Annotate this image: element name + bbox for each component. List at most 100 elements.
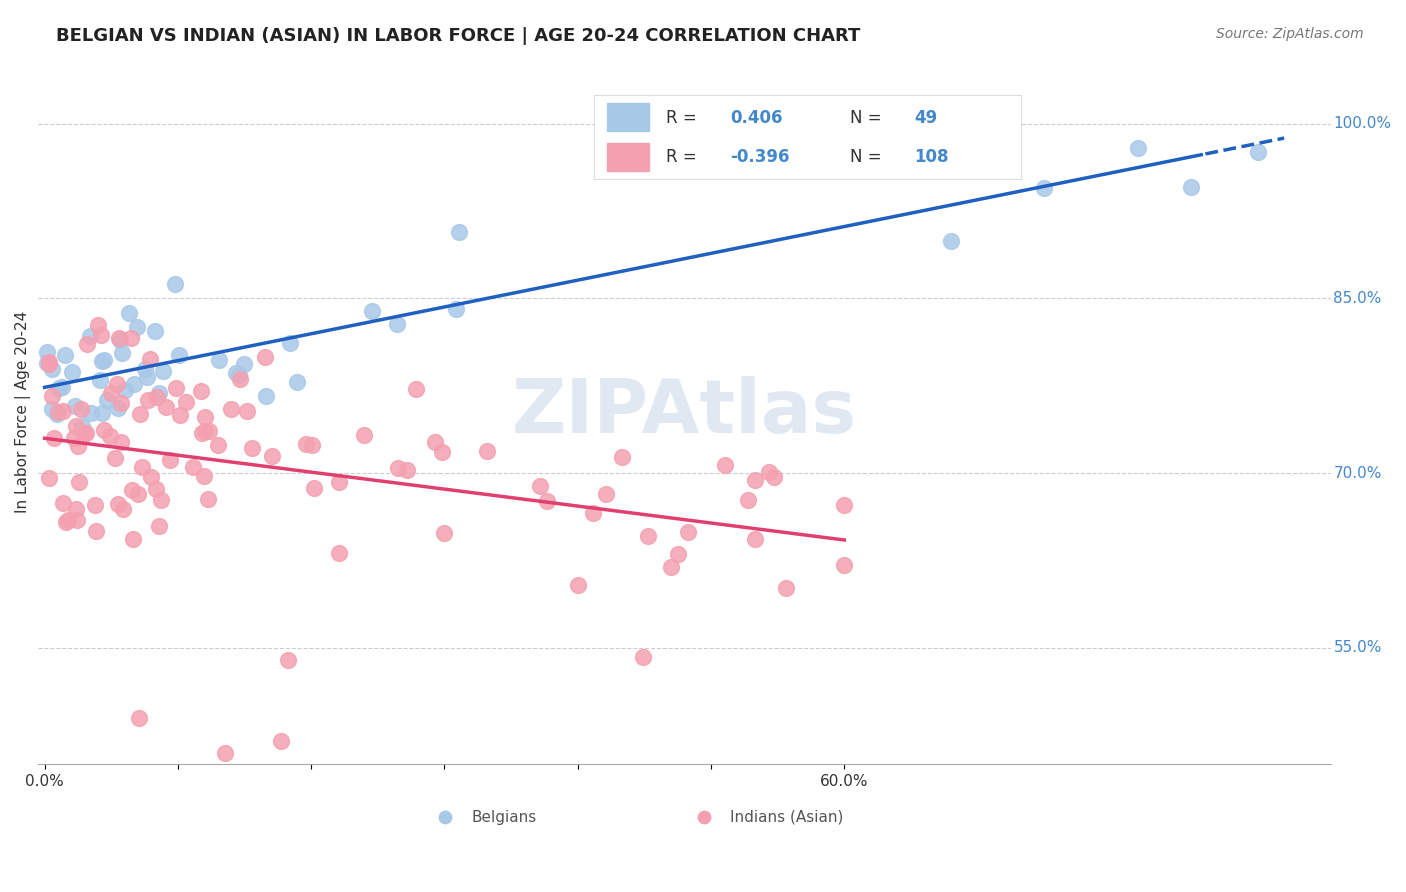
Point: [262, 449, 284, 463]
Point: [270, 734, 292, 748]
Point: [1180, 180, 1202, 194]
Point: [219, 402, 242, 417]
Point: [139, 469, 162, 483]
Point: [91, 406, 114, 420]
Point: [48, 381, 70, 395]
Point: [1126, 140, 1149, 154]
Point: [84, 524, 107, 539]
Point: [181, 460, 204, 475]
Point: [38, 471, 60, 485]
Point: [52, 496, 75, 510]
Point: [190, 384, 212, 398]
Point: [447, 225, 470, 239]
Point: [110, 346, 132, 360]
Point: [110, 396, 132, 410]
Point: [737, 492, 759, 507]
Point: [100, 385, 122, 400]
Point: [107, 401, 129, 416]
Point: [396, 463, 419, 477]
Point: [146, 390, 169, 404]
Point: [73, 426, 96, 441]
Point: [134, 362, 156, 376]
Point: [405, 382, 427, 396]
Text: 70.0%: 70.0%: [1333, 466, 1382, 481]
Point: [51, 380, 73, 394]
Point: [145, 482, 167, 496]
Point: [225, 366, 247, 380]
Point: [744, 532, 766, 546]
Point: [70, 402, 93, 417]
Point: [475, 443, 498, 458]
Point: [42, 431, 65, 445]
Point: [138, 351, 160, 366]
Point: [110, 333, 132, 347]
Point: [353, 428, 375, 442]
Point: [96, 393, 118, 408]
Point: [38, 355, 60, 369]
Point: [45, 407, 67, 421]
Text: 85.0%: 85.0%: [1333, 291, 1382, 306]
Point: [763, 469, 786, 483]
Point: [758, 465, 780, 479]
Point: [666, 548, 689, 562]
Point: [66, 439, 89, 453]
Point: [37, 345, 59, 359]
Point: [993, 130, 1015, 145]
Point: [41, 402, 63, 417]
Point: [89, 373, 111, 387]
Point: [131, 460, 153, 475]
Point: [228, 368, 250, 383]
Point: [37, 356, 59, 370]
Point: [165, 277, 187, 291]
Point: [90, 328, 112, 343]
Point: [46, 404, 69, 418]
Point: [834, 558, 856, 573]
Point: [79, 328, 101, 343]
Point: [111, 501, 134, 516]
Point: [208, 352, 231, 367]
Point: [328, 475, 350, 489]
Point: [254, 389, 277, 403]
Point: [91, 353, 114, 368]
Point: [105, 377, 128, 392]
Point: [93, 352, 115, 367]
Point: [1033, 181, 1056, 195]
Text: Source: ZipAtlas.com: Source: ZipAtlas.com: [1216, 27, 1364, 41]
Point: [41, 389, 63, 403]
Point: [155, 400, 177, 414]
Point: [423, 434, 446, 449]
Point: [129, 407, 152, 421]
Point: [194, 424, 217, 438]
Point: [433, 526, 456, 541]
Text: BELGIAN VS INDIAN (ASIAN) IN LABOR FORCE | AGE 20-24 CORRELATION CHART: BELGIAN VS INDIAN (ASIAN) IN LABOR FORCE…: [56, 27, 860, 45]
Point: [87, 318, 110, 332]
Point: [159, 453, 181, 467]
Point: [124, 377, 146, 392]
Point: [430, 445, 453, 459]
Point: [80, 406, 103, 420]
Point: [301, 437, 323, 451]
Point: [775, 581, 797, 595]
Point: [53, 348, 76, 362]
Point: [41, 361, 63, 376]
Point: [167, 347, 190, 361]
Point: [277, 652, 299, 666]
Point: [637, 528, 659, 542]
Point: [125, 319, 148, 334]
Point: [328, 546, 350, 560]
Point: [152, 364, 174, 378]
Text: ZIPAtlas: ZIPAtlas: [512, 376, 856, 449]
Point: [103, 450, 125, 465]
Point: [76, 337, 98, 351]
Point: [67, 475, 90, 489]
Point: [65, 502, 87, 516]
Point: [198, 424, 221, 438]
Point: [150, 492, 173, 507]
Point: [242, 442, 264, 456]
Point: [56, 513, 79, 527]
Point: [65, 418, 87, 433]
Point: [582, 506, 605, 520]
Point: [110, 435, 132, 450]
Point: [214, 746, 236, 760]
Y-axis label: In Labor Force | Age 20-24: In Labor Force | Age 20-24: [15, 311, 31, 513]
